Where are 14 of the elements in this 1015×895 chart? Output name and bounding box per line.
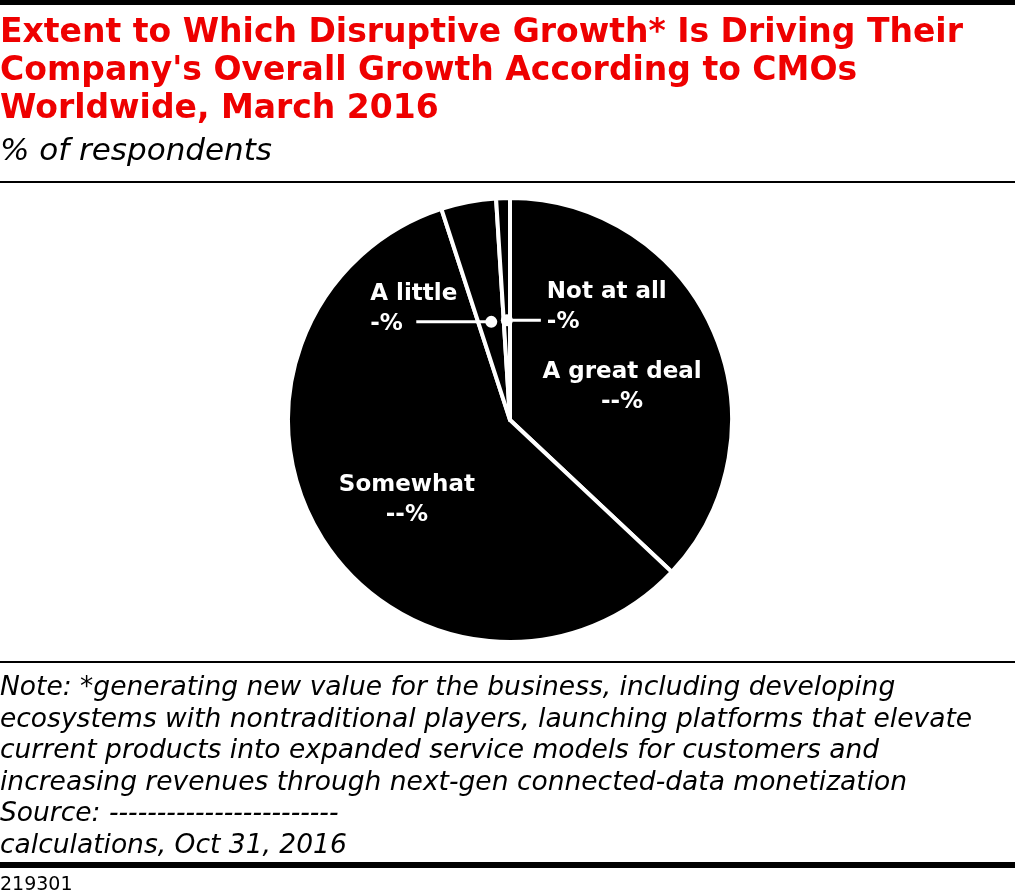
data-label: --% xyxy=(600,386,644,413)
chart-title: Extent to Which Disruptive Growth* Is Driving Their Company's Overall Growth According to CMOs Worldwide, March 2016 xyxy=(0,11,964,126)
data-label: -% xyxy=(370,308,403,335)
slice-label: A great deal xyxy=(542,356,702,383)
chart-subtitle: % of respondents xyxy=(0,131,273,167)
data-label: -% xyxy=(546,307,580,334)
slice-label: Not at all xyxy=(546,277,667,304)
text: 219301 xyxy=(0,872,73,894)
slice-label: A little xyxy=(370,278,458,305)
data-label: --% xyxy=(385,500,428,527)
text: Note: *generating new value for the business, including developing ecosystems with nontraditional players, launching platforms that elevate current products into expanded service models for customers and increasing revenues through next-gen connected-data monetization xyxy=(0,670,974,796)
text: calculations, Oct 31, 2016 xyxy=(0,827,348,859)
source-note: Source: ------------------------ xyxy=(0,796,340,828)
slice-label: Somewhat xyxy=(338,470,475,497)
